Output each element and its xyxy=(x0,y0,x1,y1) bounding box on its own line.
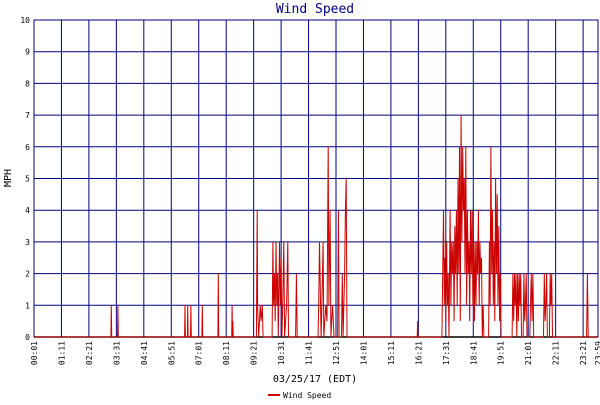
x-tick-label: 15:11 xyxy=(387,341,396,365)
x-tick-label: 19:51 xyxy=(497,341,506,365)
y-tick-label: 1 xyxy=(25,301,30,310)
x-tick-label: 02:21 xyxy=(85,341,94,365)
y-tick-label: 9 xyxy=(25,48,30,57)
y-tick-label: 7 xyxy=(25,111,30,120)
x-tick-label: 00:01 xyxy=(30,341,39,365)
grid-lines xyxy=(33,19,599,338)
y-tick-label: 2 xyxy=(25,270,30,279)
y-tick-label: 10 xyxy=(20,16,30,25)
y-tick-label: 8 xyxy=(25,79,30,88)
y-axis-label: MPH xyxy=(3,169,14,187)
x-tick-label: 10:31 xyxy=(277,341,286,365)
y-tick-label: 5 xyxy=(25,175,30,184)
x-tick-label: 12:51 xyxy=(332,341,341,365)
series-layer xyxy=(34,115,598,338)
x-tick-labels: 00:01 01:11 02:21 03:31 04:41 05:51 07:01 08:11… xyxy=(30,341,600,365)
x-tick-label: 17:31 xyxy=(442,341,451,365)
x-tick-label: 04:41 xyxy=(140,341,149,365)
x-tick-label: 18:41 xyxy=(469,341,478,365)
x-tick-label: 23:59 xyxy=(594,341,600,365)
y-tick-label: 4 xyxy=(25,206,30,215)
x-axis-label: 03/25/17 (EDT) xyxy=(273,374,357,385)
legend-label-wind-speed: Wind Speed xyxy=(283,391,331,400)
x-tick-label: 23:21 xyxy=(579,341,588,365)
y-tick-label: 3 xyxy=(25,238,30,247)
legend: Wind Speed xyxy=(268,391,331,400)
x-tick-label: 09:21 xyxy=(250,341,259,365)
x-tick-label: 08:11 xyxy=(222,341,231,365)
x-tick-label: 14:01 xyxy=(359,341,368,365)
x-tick-label: 21:01 xyxy=(524,341,533,365)
x-tick-label: 01:11 xyxy=(57,341,66,365)
x-tick-label: 05:51 xyxy=(167,341,176,365)
y-tick-label: 0 xyxy=(25,333,30,342)
x-tick-label: 03:31 xyxy=(112,341,121,365)
x-tick-label: 07:01 xyxy=(195,341,204,365)
chart-title: Wind Speed xyxy=(276,2,354,17)
x-tick-label: 11:41 xyxy=(305,341,314,365)
y-tick-labels: 0 1 2 3 4 5 6 7 8 9 10 xyxy=(20,16,30,342)
series-line-wind-speed xyxy=(34,115,598,338)
x-tick-label: 22:11 xyxy=(552,341,561,365)
y-tick-label: 6 xyxy=(25,143,30,152)
x-tick-label: 16:21 xyxy=(414,341,423,365)
